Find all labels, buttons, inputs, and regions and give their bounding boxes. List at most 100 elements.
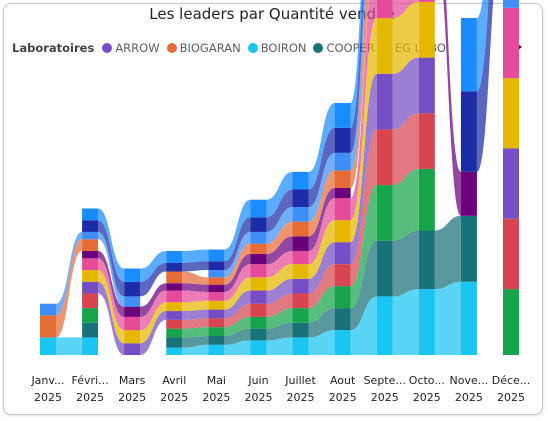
bar-segment-8-6[interactable]	[376, 0, 393, 19]
bar-segment-0-0[interactable]	[40, 337, 56, 355]
ribbon-3-6[interactable]	[308, 264, 335, 309]
bar-segment-3-1[interactable]	[166, 337, 183, 348]
bar-segment-9-0[interactable]	[418, 289, 435, 355]
bar-segment-5-10[interactable]	[250, 217, 267, 232]
ribbon-7-4[interactable]	[224, 253, 251, 293]
bar-segment-4-11[interactable]	[208, 249, 225, 262]
ribbon-10-1[interactable]	[98, 220, 125, 297]
ribbon-11-10[interactable]	[476, 0, 503, 92]
bar-segment-10-1[interactable]	[460, 215, 477, 282]
bar-segment-1-0[interactable]	[82, 337, 99, 355]
bar-segment-6-0[interactable]	[292, 337, 309, 355]
bar-segment-6-9[interactable]	[292, 207, 309, 222]
bar-segment-1-9[interactable]	[82, 231, 99, 240]
ribbon-6-7[interactable]	[350, 0, 377, 221]
bar-segment-3-5[interactable]	[166, 302, 183, 312]
bar-segment-1-6[interactable]	[82, 258, 99, 271]
bar-segment-6-7[interactable]	[292, 236, 309, 251]
ribbon-1-8[interactable]	[392, 230, 419, 297]
bar-segment-9-6[interactable]	[418, 0, 435, 2]
ribbon-4-4[interactable]	[224, 290, 251, 319]
ribbon-0-0[interactable]	[56, 337, 83, 355]
bar-segment-5-7[interactable]	[250, 253, 267, 265]
ribbon-4-8[interactable]	[392, 57, 419, 130]
ribbon-3-3[interactable]	[182, 318, 209, 329]
bar-segment-6-10[interactable]	[292, 189, 309, 208]
bar-segment-5-9[interactable]	[250, 231, 267, 244]
ribbon-6-2[interactable]	[140, 290, 167, 331]
bar-segment-11-5[interactable]	[503, 78, 519, 149]
ribbon-4-7[interactable]	[350, 73, 377, 265]
ribbon-1-9[interactable]	[434, 215, 461, 290]
ribbon-1-6[interactable]	[308, 308, 335, 338]
bar-segment-8-1[interactable]	[376, 240, 393, 297]
bar-segment-5-5[interactable]	[250, 277, 267, 291]
bar-segment-9-2[interactable]	[418, 168, 435, 231]
bar-segment-5-3[interactable]	[250, 303, 267, 317]
ribbon-3-5[interactable]	[266, 293, 293, 317]
ribbon-4-6[interactable]	[308, 242, 335, 294]
bar-segment-11-6[interactable]	[503, 7, 519, 79]
bar-segment-4-10[interactable]	[208, 261, 225, 271]
bar-segment-5-1[interactable]	[250, 328, 267, 341]
ribbon-0-6[interactable]	[308, 330, 335, 355]
ribbon-7-9[interactable]	[435, 0, 461, 216]
bar-segment-6-2[interactable]	[292, 308, 309, 323]
ribbon-11-5[interactable]	[266, 171, 293, 218]
ribbon-9-4[interactable]	[224, 231, 251, 278]
bar-segment-2-10[interactable]	[124, 281, 141, 297]
bar-segment-1-5[interactable]	[82, 270, 99, 282]
bar-segment-3-4[interactable]	[166, 311, 183, 320]
ribbon-2-4[interactable]	[224, 316, 251, 336]
bar-segment-5-11[interactable]	[250, 199, 267, 218]
ribbon-8-6[interactable]	[308, 170, 335, 237]
bar-segment-1-2[interactable]	[82, 308, 99, 323]
bar-segment-6-11[interactable]	[292, 171, 309, 190]
bar-segment-4-2[interactable]	[208, 327, 225, 336]
ribbon-2-3[interactable]	[182, 327, 209, 338]
ribbon-5-5[interactable]	[266, 264, 293, 291]
bar-segment-6-8[interactable]	[292, 221, 309, 237]
bar-segment-5-2[interactable]	[250, 316, 267, 329]
legend-item-boiron[interactable]: BOIRON	[247, 41, 306, 55]
bar-segment-5-4[interactable]	[250, 290, 267, 304]
ribbon-0-3[interactable]	[182, 344, 209, 355]
bar-segment-2-9[interactable]	[124, 296, 141, 307]
bar-segment-8-4[interactable]	[376, 73, 393, 130]
ribbon-8-3[interactable]	[182, 271, 209, 285]
ribbon-7-2[interactable]	[140, 283, 167, 317]
bar-segment-0-8[interactable]	[40, 315, 56, 338]
bar-segment-3-6[interactable]	[166, 290, 183, 303]
bar-segment-6-6[interactable]	[292, 250, 309, 265]
ribbon-6-6[interactable]	[308, 198, 335, 265]
bar-segment-2-7[interactable]	[124, 306, 141, 317]
ribbon-2-6[interactable]	[308, 286, 335, 323]
bar-segment-4-1[interactable]	[208, 335, 225, 345]
bar-segment-7-1[interactable]	[334, 308, 351, 331]
bar-segment-7-2[interactable]	[334, 286, 351, 309]
bar-segment-4-8[interactable]	[208, 277, 225, 285]
ribbon-6-1[interactable]	[98, 258, 125, 331]
ribbon-11-4[interactable]	[224, 199, 251, 262]
bar-segment-7-7[interactable]	[334, 187, 351, 199]
ribbon-11-7[interactable]	[350, 0, 377, 128]
ribbon-2-8[interactable]	[392, 168, 419, 241]
ribbon-7-5[interactable]	[266, 236, 293, 265]
ribbon-7-3[interactable]	[182, 283, 209, 293]
ribbon-9-0[interactable]	[56, 231, 83, 316]
ribbon-6-8[interactable]	[392, 0, 419, 19]
ribbon-8-4[interactable]	[224, 243, 251, 285]
bar-segment-3-3[interactable]	[166, 319, 183, 329]
bar-segment-5-0[interactable]	[250, 340, 267, 355]
ribbon-11-3[interactable]	[182, 249, 209, 263]
ribbon-10-2[interactable]	[140, 262, 167, 297]
bar-segment-3-10[interactable]	[166, 262, 183, 272]
bar-segment-4-0[interactable]	[208, 344, 225, 355]
ribbon-3-4[interactable]	[224, 303, 251, 328]
ribbon-8-5[interactable]	[266, 221, 293, 254]
bar-segment-6-5[interactable]	[292, 264, 309, 279]
ribbon-7-6[interactable]	[308, 187, 335, 251]
ribbon-1-5[interactable]	[266, 322, 293, 341]
ribbon-10-4[interactable]	[224, 217, 251, 271]
ribbon-10-7[interactable]	[350, 0, 377, 153]
